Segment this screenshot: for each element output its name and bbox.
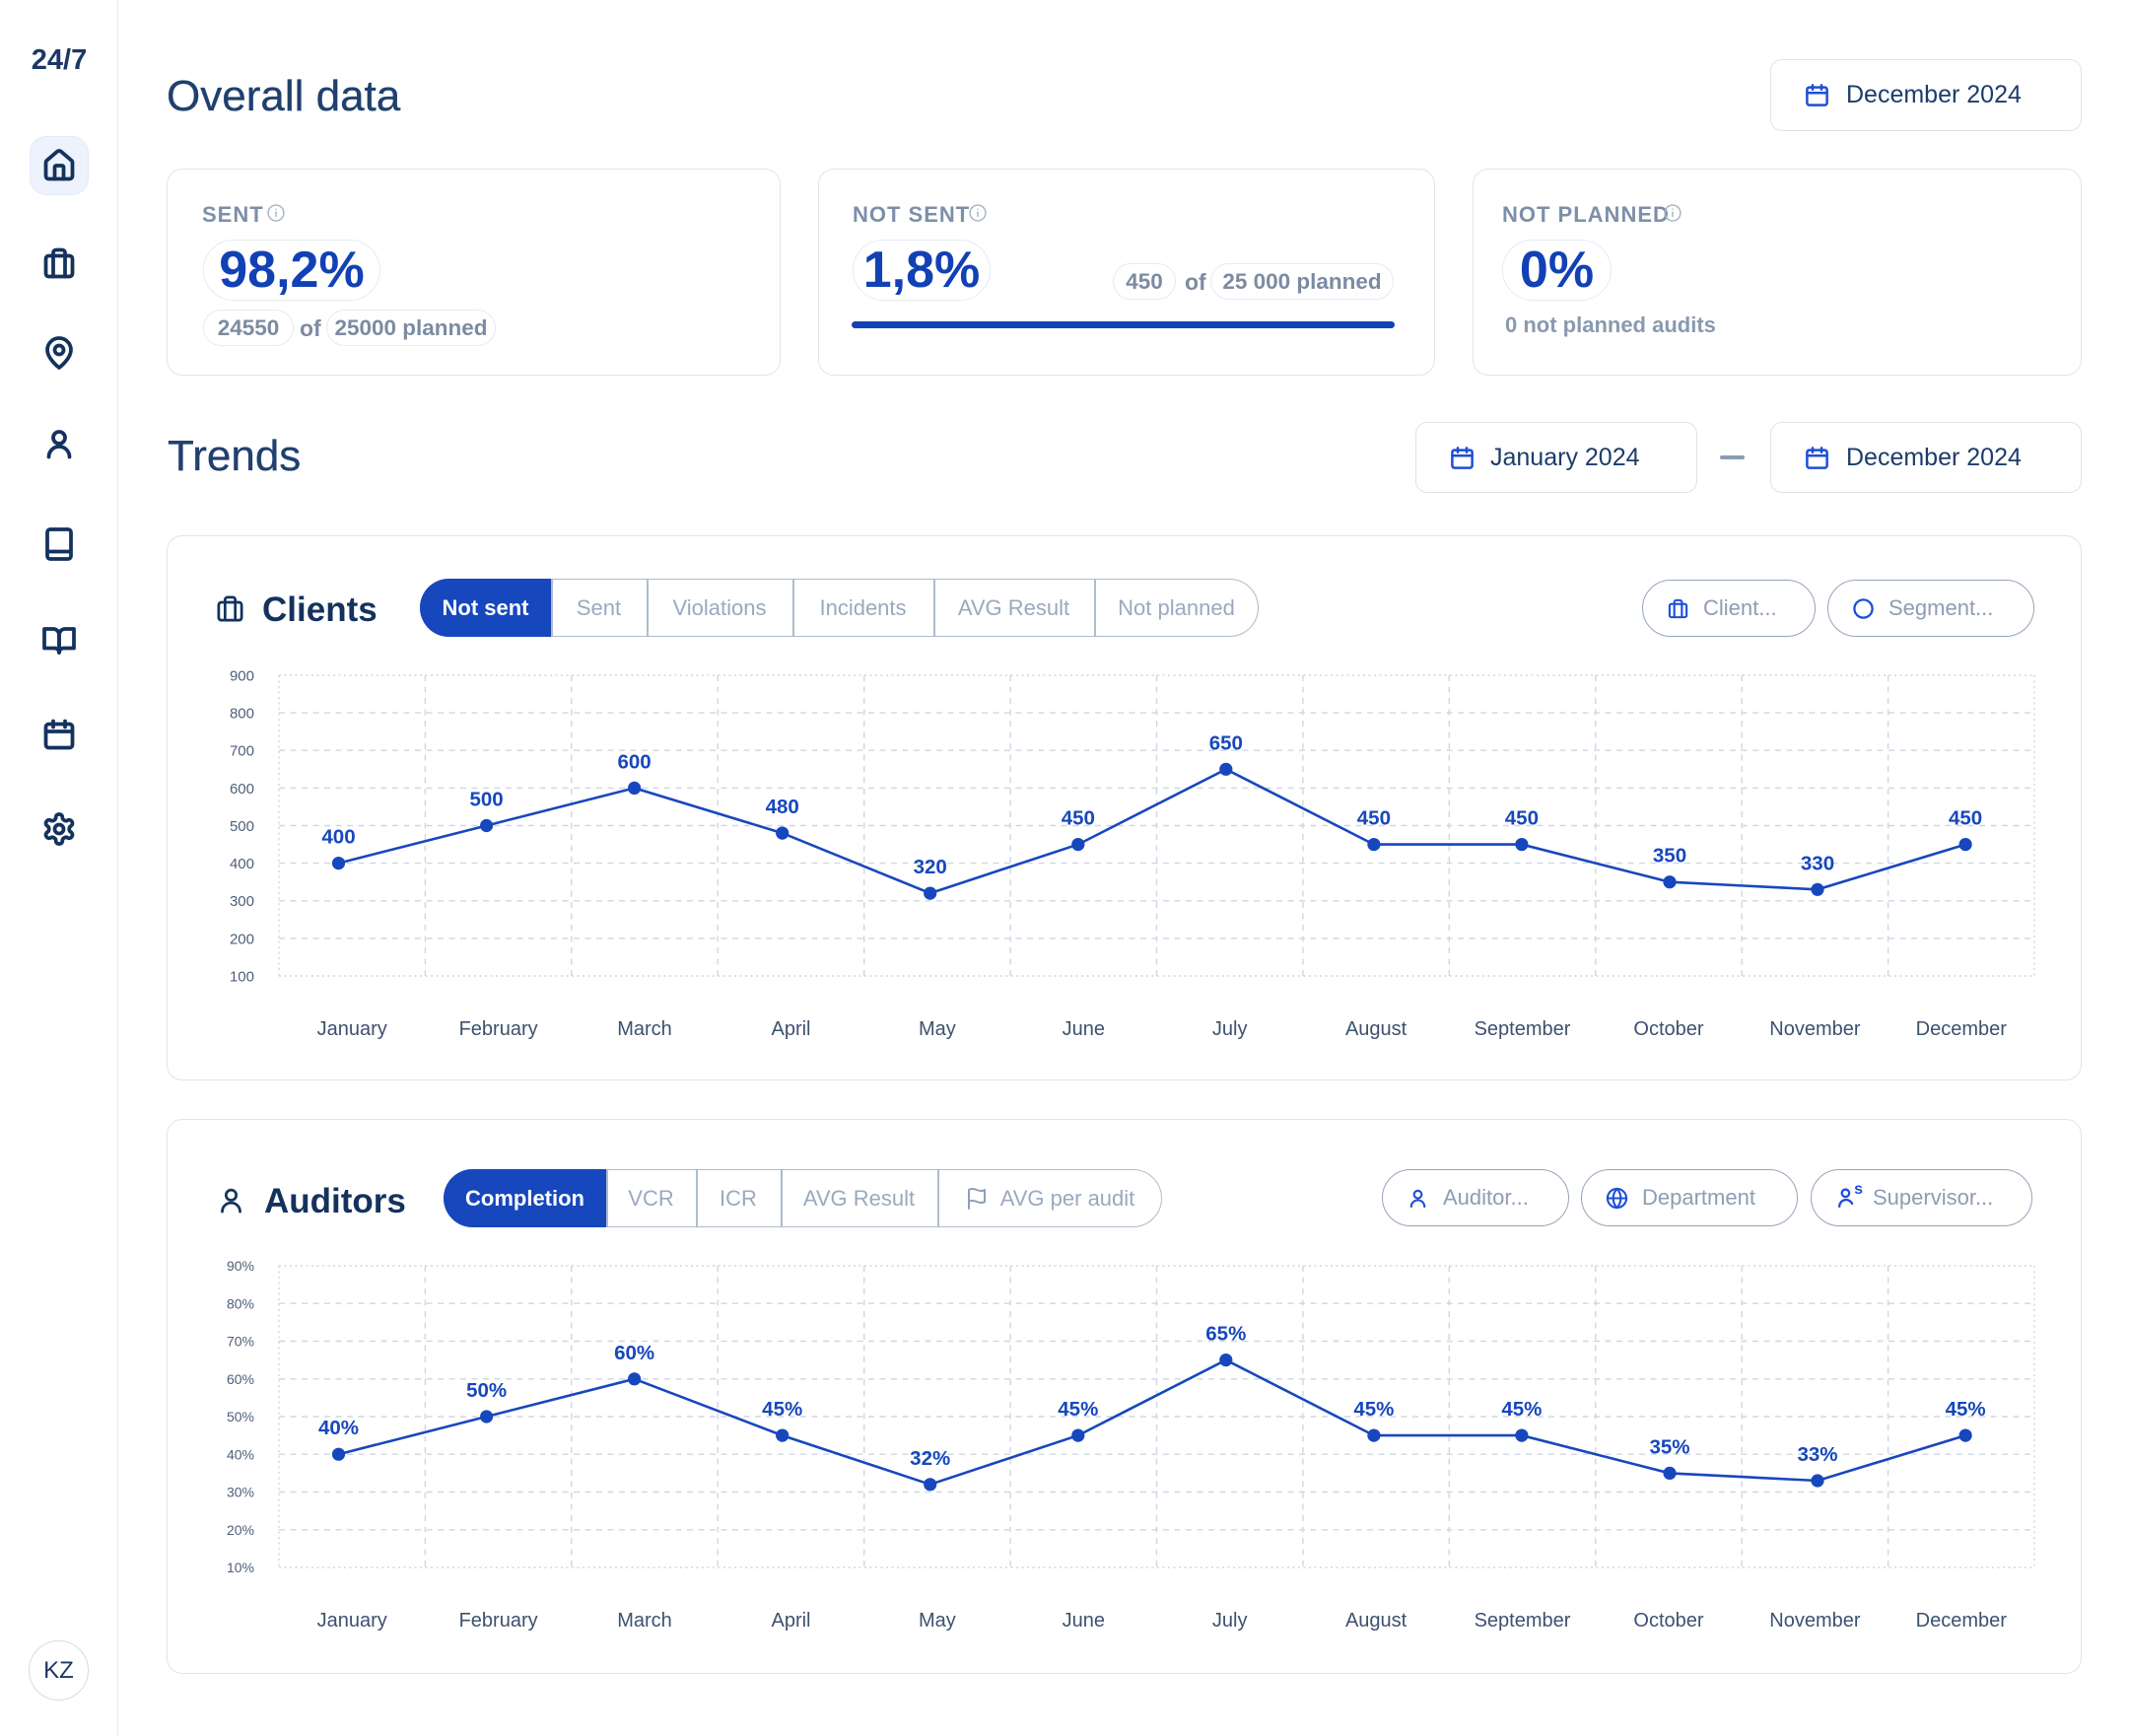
svg-text:January: January bbox=[317, 1018, 387, 1040]
svg-text:330: 330 bbox=[1801, 852, 1834, 874]
svg-text:650: 650 bbox=[1209, 731, 1243, 754]
svg-text:45%: 45% bbox=[1501, 1398, 1542, 1421]
svg-text:40%: 40% bbox=[318, 1417, 359, 1439]
svg-text:March: March bbox=[617, 1610, 672, 1632]
svg-text:90%: 90% bbox=[227, 1258, 254, 1274]
svg-text:May: May bbox=[919, 1610, 956, 1632]
svg-text:450: 450 bbox=[1062, 807, 1095, 830]
svg-text:600: 600 bbox=[230, 781, 254, 798]
svg-text:450: 450 bbox=[1357, 807, 1391, 830]
svg-text:50%: 50% bbox=[227, 1409, 254, 1424]
svg-text:February: February bbox=[459, 1018, 538, 1040]
svg-text:April: April bbox=[771, 1018, 810, 1040]
svg-text:600: 600 bbox=[617, 750, 651, 773]
svg-text:45%: 45% bbox=[1946, 1398, 1986, 1421]
svg-text:450: 450 bbox=[1949, 807, 1982, 830]
svg-text:November: November bbox=[1769, 1018, 1861, 1040]
svg-text:June: June bbox=[1063, 1018, 1105, 1040]
svg-text:900: 900 bbox=[230, 667, 254, 684]
svg-text:December: December bbox=[1916, 1610, 2008, 1632]
svg-text:65%: 65% bbox=[1205, 1323, 1246, 1346]
svg-text:40%: 40% bbox=[227, 1446, 254, 1462]
svg-text:January: January bbox=[317, 1610, 387, 1632]
svg-text:500: 500 bbox=[469, 789, 503, 811]
svg-text:July: July bbox=[1212, 1610, 1248, 1632]
svg-text:45%: 45% bbox=[762, 1398, 802, 1421]
svg-text:60%: 60% bbox=[227, 1371, 254, 1387]
svg-text:400: 400 bbox=[321, 826, 355, 849]
svg-text:45%: 45% bbox=[1058, 1398, 1098, 1421]
svg-text:September: September bbox=[1475, 1018, 1571, 1040]
svg-text:45%: 45% bbox=[1353, 1398, 1394, 1421]
svg-text:35%: 35% bbox=[1649, 1435, 1689, 1458]
svg-text:400: 400 bbox=[230, 856, 254, 872]
svg-text:May: May bbox=[919, 1018, 956, 1040]
svg-text:20%: 20% bbox=[227, 1522, 254, 1538]
svg-text:June: June bbox=[1063, 1610, 1105, 1632]
svg-text:33%: 33% bbox=[1797, 1443, 1837, 1466]
svg-text:50%: 50% bbox=[466, 1379, 507, 1402]
svg-text:450: 450 bbox=[1505, 807, 1539, 830]
svg-text:November: November bbox=[1769, 1610, 1861, 1632]
svg-text:February: February bbox=[459, 1610, 538, 1632]
svg-text:320: 320 bbox=[914, 856, 947, 878]
svg-text:30%: 30% bbox=[227, 1485, 254, 1500]
svg-text:32%: 32% bbox=[910, 1447, 950, 1470]
svg-text:500: 500 bbox=[230, 818, 254, 835]
svg-text:10%: 10% bbox=[227, 1560, 254, 1575]
svg-text:800: 800 bbox=[230, 706, 254, 723]
svg-text:350: 350 bbox=[1653, 845, 1686, 868]
svg-text:480: 480 bbox=[766, 796, 799, 818]
svg-text:700: 700 bbox=[230, 743, 254, 760]
svg-text:70%: 70% bbox=[227, 1334, 254, 1350]
svg-text:October: October bbox=[1633, 1018, 1703, 1040]
svg-text:100: 100 bbox=[230, 968, 254, 985]
svg-text:August: August bbox=[1345, 1018, 1408, 1040]
svg-text:October: October bbox=[1633, 1610, 1703, 1632]
svg-text:60%: 60% bbox=[614, 1342, 654, 1364]
svg-text:July: July bbox=[1212, 1018, 1248, 1040]
svg-text:March: March bbox=[617, 1018, 672, 1040]
svg-text:August: August bbox=[1345, 1610, 1408, 1632]
svg-text:December: December bbox=[1916, 1018, 2008, 1040]
svg-text:April: April bbox=[771, 1610, 810, 1632]
svg-text:80%: 80% bbox=[227, 1295, 254, 1311]
svg-text:September: September bbox=[1475, 1610, 1571, 1632]
svg-text:200: 200 bbox=[230, 931, 254, 947]
svg-text:300: 300 bbox=[230, 893, 254, 910]
